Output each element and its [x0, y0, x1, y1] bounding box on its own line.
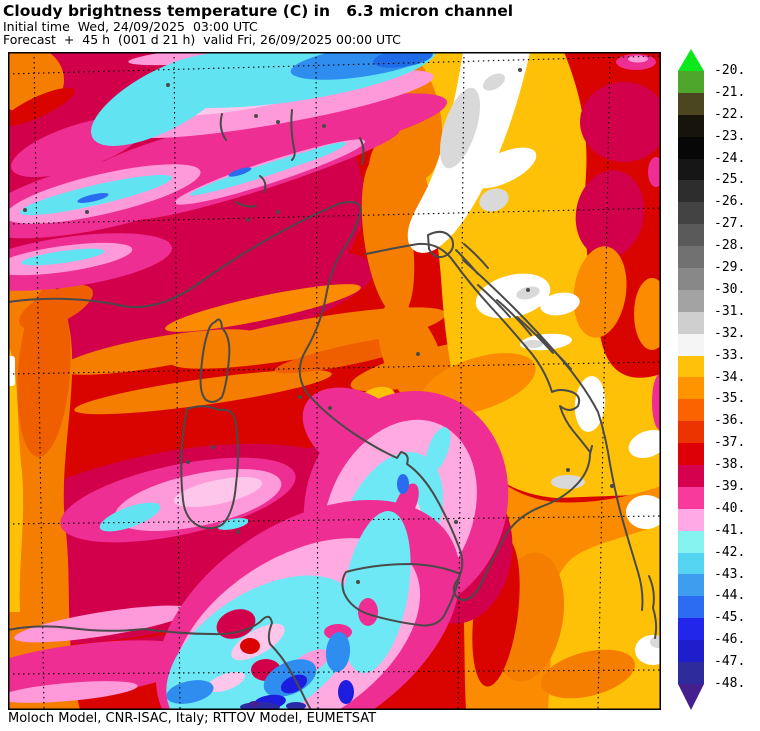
colorbar-tick-label: -38.	[714, 457, 746, 473]
colorbar-segment	[678, 377, 704, 400]
colorbar-tick-label: -42.	[714, 544, 746, 560]
colorbar-segment	[678, 662, 704, 684]
colorbar-tick-label: -41.	[714, 522, 746, 538]
colorbar-segment	[678, 596, 704, 619]
colorbar-segment	[678, 640, 704, 663]
colorbar-tick-label: -31.	[714, 303, 746, 319]
colorbar-segment	[678, 246, 704, 269]
colorbar-tick-label: -20.	[714, 63, 746, 78]
colorbar-segment	[678, 465, 704, 487]
colorbar-tick-label: -22.	[714, 106, 746, 122]
colorbar-bar	[678, 49, 704, 710]
page-title: Cloudy brightness temperature (C) in 6.3…	[3, 2, 514, 20]
colorbar-segment	[678, 355, 704, 378]
colorbar-tick-label: -43.	[714, 566, 746, 582]
colorbar-segment	[678, 289, 704, 312]
colorbar-tick-label: -25.	[714, 172, 746, 188]
colorbar-tick-label: -44.	[714, 588, 746, 604]
colorbar-segment	[678, 268, 704, 290]
colorbar-segment	[678, 508, 704, 531]
colorbar-segment	[678, 311, 704, 334]
temperature-field	[0, 32, 671, 731]
colorbar-tick-label: -39.	[714, 478, 746, 494]
colorbar-segment	[678, 180, 704, 203]
colorbar-tick-label: -33.	[714, 347, 746, 363]
colorbar-under-range-arrow	[678, 683, 704, 710]
colorbar-segment	[678, 333, 704, 356]
forecast-valid-line: Forecast + 45 h (001 d 21 h) valid Fri, …	[3, 32, 401, 47]
colorbar-segment	[678, 618, 704, 641]
colorbar-segment	[678, 574, 704, 597]
colorbar-segment	[678, 443, 704, 466]
colorbar: -20. -21. -22. -23. -24. -25. -26. -27. -28. -29.…	[676, 49, 760, 721]
map-border	[8, 52, 661, 710]
colorbar-segment	[678, 486, 704, 509]
colorbar-tick-label: -21.	[714, 84, 746, 100]
colorbar-segment	[678, 158, 704, 181]
colorbar-segment	[678, 71, 704, 93]
forecast-map	[0, 32, 671, 731]
colorbar-tick-label: -32.	[714, 325, 746, 341]
colorbar-tick-label: -27.	[714, 216, 746, 232]
colorbar-tick-label: -28.	[714, 238, 746, 254]
colorbar-tick-label: -26.	[714, 194, 746, 210]
colorbar-tick-label: -29.	[714, 260, 746, 276]
colorbar-tick-label: -34.	[714, 369, 746, 385]
colorbar-tick-label: -46.	[714, 632, 746, 648]
colorbar-segment	[678, 224, 704, 247]
colorbar-tick-label: -30.	[714, 281, 746, 297]
colorbar-segment	[678, 399, 704, 422]
colorbar-tick-label: -37.	[714, 435, 746, 451]
lake-dots	[23, 68, 614, 584]
colorbar-tick-label: -47.	[714, 654, 746, 670]
colorbar-segment	[678, 552, 704, 575]
colorbar-segment	[678, 202, 704, 225]
colorbar-tick-label: -23.	[714, 128, 746, 144]
header: Cloudy brightness temperature (C) in 6.3…	[3, 2, 513, 46]
colorbar-tick-label: -45.	[714, 610, 746, 626]
colorbar-over-range-arrow	[678, 49, 704, 71]
colorbar-tick-label: -35.	[714, 391, 746, 407]
colorbar-tick-labels: -20. -21. -22. -23. -24. -25. -26. -27. -28. -29.…	[714, 49, 760, 721]
brightness-temperature-map	[0, 32, 671, 731]
colorbar-tick-label: -36.	[714, 413, 746, 429]
coastlines	[7, 68, 658, 711]
colorbar-tick-label: -48.	[714, 676, 746, 691]
colorbar-tick-label: -24.	[714, 150, 746, 166]
initial-time-line: Initial time Wed, 24/09/2025 03:00 UTC	[3, 19, 258, 34]
colorbar-segment	[678, 530, 704, 553]
colorbar-tick-label: -40.	[714, 500, 746, 516]
colorbar-segment	[678, 114, 704, 137]
colorbar-segment	[678, 421, 704, 444]
colorbar-segment	[678, 136, 704, 159]
model-credit: Moloch Model, CNR-ISAC, Italy; RTTOV Mod…	[8, 711, 377, 726]
colorbar-segment	[678, 92, 704, 115]
